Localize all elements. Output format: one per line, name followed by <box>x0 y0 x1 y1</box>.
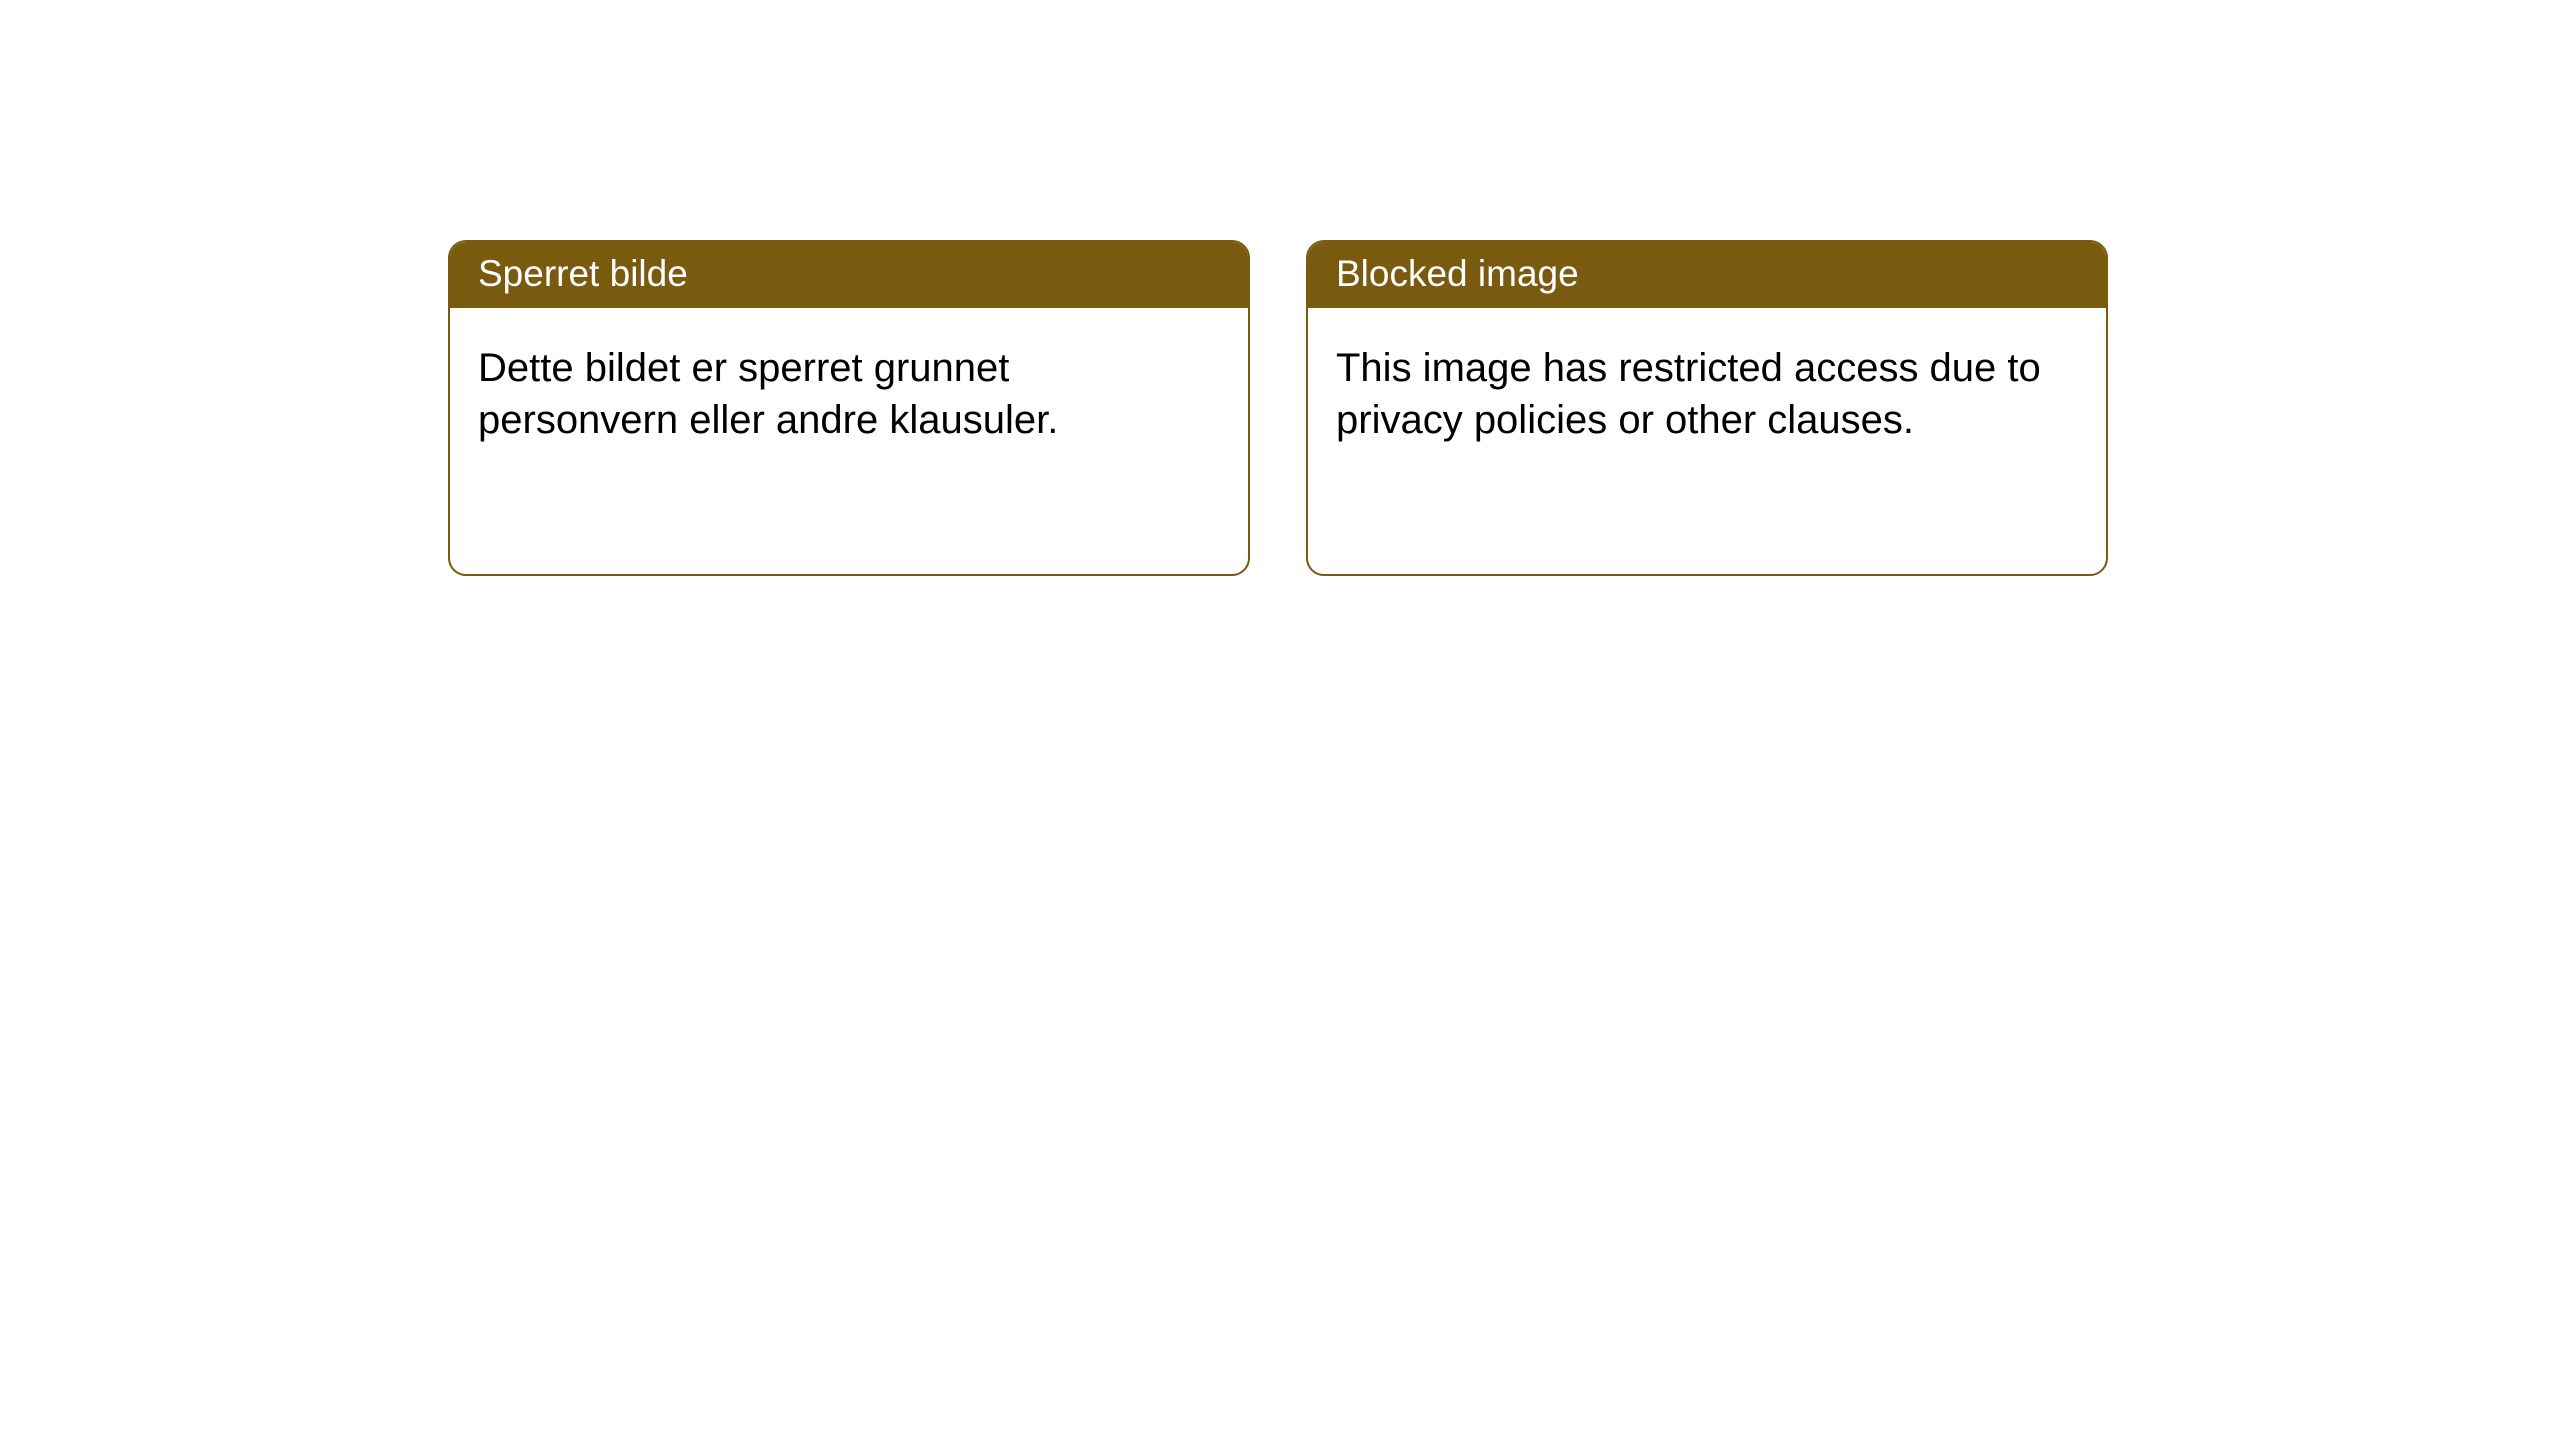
card-header: Sperret bilde <box>450 242 1248 308</box>
card-body-text: This image has restricted access due to … <box>1336 346 2041 442</box>
card-title: Sperret bilde <box>478 253 688 294</box>
blocked-image-card-no: Sperret bilde Dette bildet er sperret gr… <box>448 240 1250 576</box>
cards-container: Sperret bilde Dette bildet er sperret gr… <box>0 0 2560 576</box>
card-body-text: Dette bildet er sperret grunnet personve… <box>478 346 1058 442</box>
blocked-image-card-en: Blocked image This image has restricted … <box>1306 240 2108 576</box>
card-body: This image has restricted access due to … <box>1308 308 2106 480</box>
card-body: Dette bildet er sperret grunnet personve… <box>450 308 1248 480</box>
card-header: Blocked image <box>1308 242 2106 308</box>
card-title: Blocked image <box>1336 253 1579 294</box>
